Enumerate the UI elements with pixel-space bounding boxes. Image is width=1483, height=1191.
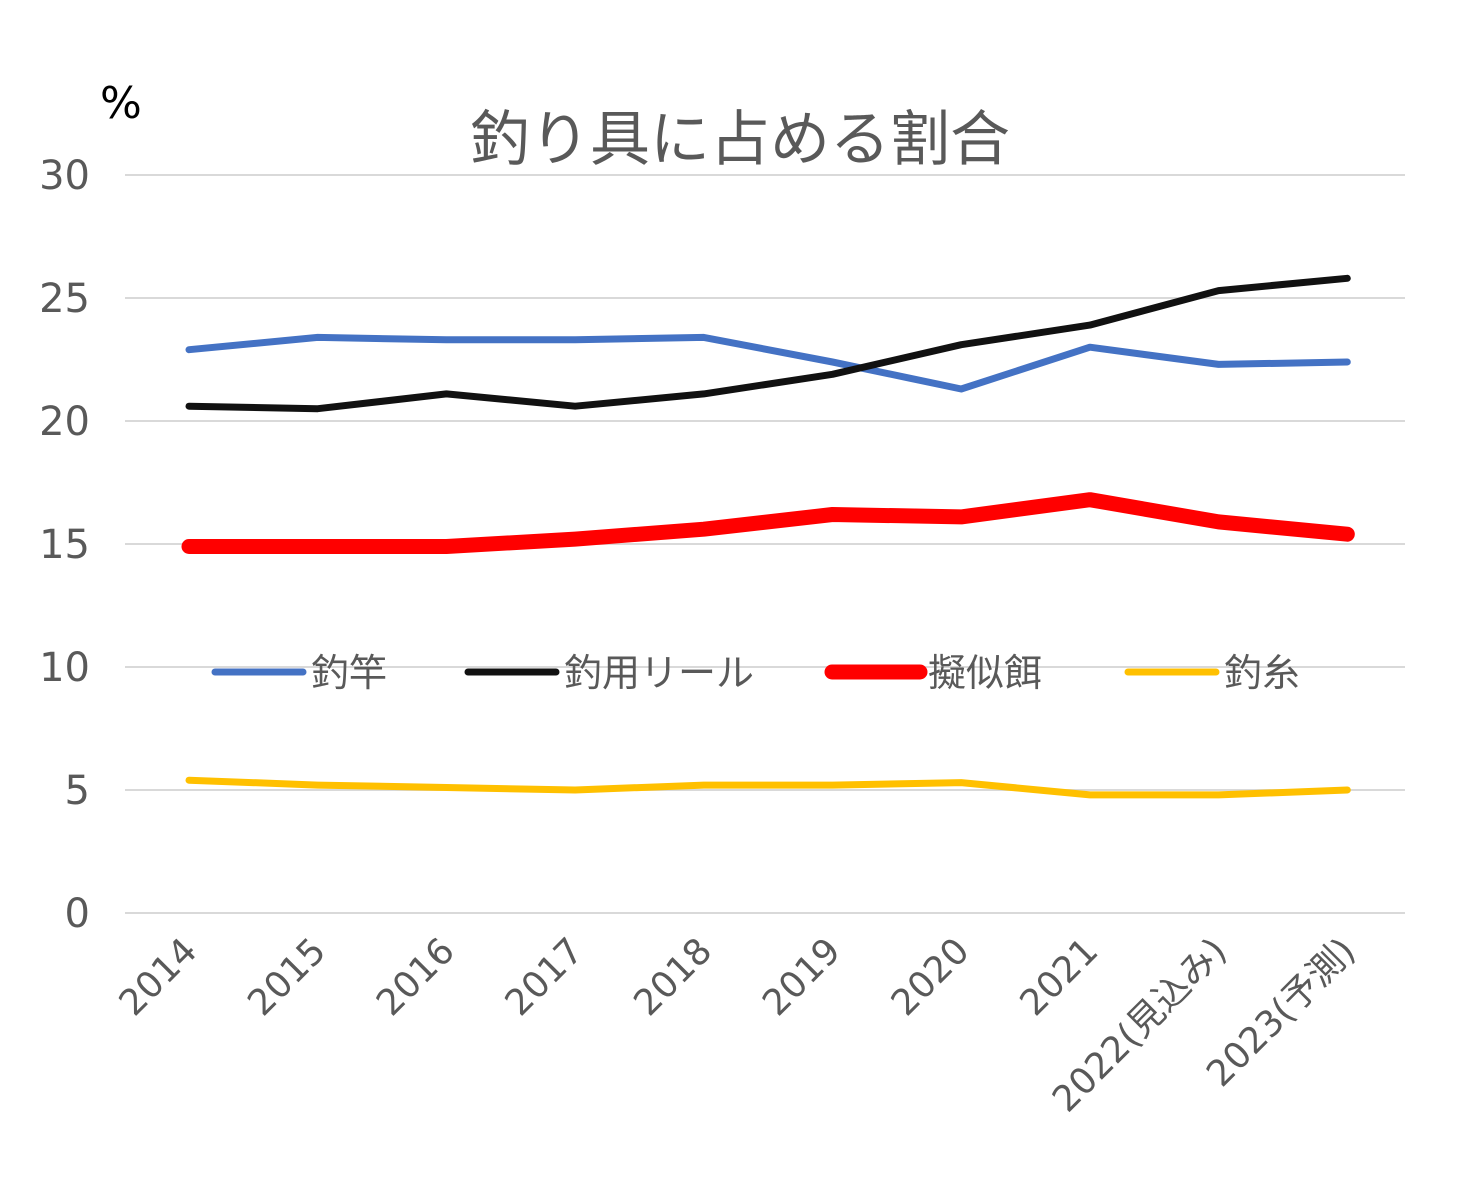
x-tick-label: 2017 bbox=[498, 930, 592, 1024]
legend: 釣竿 釣用リール 擬似餌 釣糸 bbox=[211, 651, 1300, 695]
series-lines bbox=[181, 274, 1355, 799]
x-tick-label: 2014 bbox=[112, 930, 206, 1024]
y-tick-label: 10 bbox=[39, 645, 90, 691]
legend-label: 擬似餌 bbox=[928, 651, 1042, 695]
x-tick-label: 2015 bbox=[240, 930, 334, 1024]
legend-label: 釣竿 bbox=[311, 651, 387, 695]
legend-label: 釣糸 bbox=[1224, 651, 1300, 695]
x-tick-label: 2021 bbox=[1012, 930, 1106, 1024]
series-line-0 bbox=[185, 333, 1351, 393]
series-line-2 bbox=[181, 492, 1355, 554]
y-tick-label: 0 bbox=[65, 891, 90, 937]
y-tick-label: 5 bbox=[65, 768, 90, 814]
y-axis-unit: % bbox=[100, 78, 142, 129]
series-line-3 bbox=[185, 776, 1351, 799]
chart-title: 釣り具に占める割合 bbox=[470, 105, 1010, 175]
y-tick-label: 25 bbox=[39, 276, 90, 322]
x-tick-label: 2018 bbox=[626, 930, 720, 1024]
legend-label: 釣用リール bbox=[564, 651, 754, 695]
y-axis-ticks: 0 5 10 15 20 25 30 bbox=[39, 153, 90, 937]
x-axis-ticks: 2014 2015 2016 2017 2018 2019 2020 20212022(見込み… bbox=[112, 930, 1364, 1120]
y-tick-label: 30 bbox=[39, 153, 90, 199]
y-tick-label: 15 bbox=[39, 522, 90, 568]
x-tick-label: 2016 bbox=[369, 930, 463, 1024]
series-line-1 bbox=[185, 274, 1351, 413]
y-tick-label: 20 bbox=[39, 399, 90, 445]
x-tick-label: 2019 bbox=[755, 930, 849, 1024]
x-tick-label: 2020 bbox=[884, 930, 978, 1024]
